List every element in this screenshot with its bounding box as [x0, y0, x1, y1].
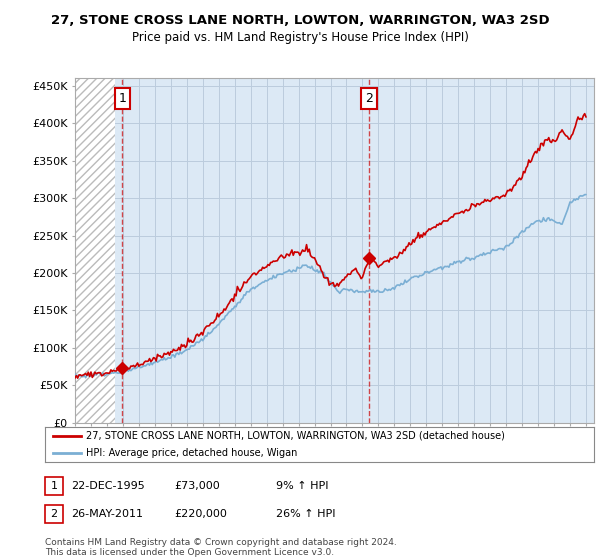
Text: 26% ↑ HPI: 26% ↑ HPI — [276, 509, 335, 519]
Text: Contains HM Land Registry data © Crown copyright and database right 2024.
This d: Contains HM Land Registry data © Crown c… — [45, 538, 397, 557]
Text: 2: 2 — [50, 509, 58, 519]
Text: 1: 1 — [118, 92, 127, 105]
Text: 27, STONE CROSS LANE NORTH, LOWTON, WARRINGTON, WA3 2SD: 27, STONE CROSS LANE NORTH, LOWTON, WARR… — [50, 14, 550, 27]
Text: HPI: Average price, detached house, Wigan: HPI: Average price, detached house, Wiga… — [86, 449, 298, 458]
Text: 1: 1 — [50, 481, 58, 491]
Text: £73,000: £73,000 — [174, 481, 220, 491]
Text: 2: 2 — [365, 92, 373, 105]
Text: 27, STONE CROSS LANE NORTH, LOWTON, WARRINGTON, WA3 2SD (detached house): 27, STONE CROSS LANE NORTH, LOWTON, WARR… — [86, 431, 505, 441]
Text: 22-DEC-1995: 22-DEC-1995 — [71, 481, 145, 491]
Bar — [75, 78, 115, 423]
Text: 9% ↑ HPI: 9% ↑ HPI — [276, 481, 329, 491]
Text: Price paid vs. HM Land Registry's House Price Index (HPI): Price paid vs. HM Land Registry's House … — [131, 31, 469, 44]
Text: £220,000: £220,000 — [174, 509, 227, 519]
Text: 26-MAY-2011: 26-MAY-2011 — [71, 509, 143, 519]
